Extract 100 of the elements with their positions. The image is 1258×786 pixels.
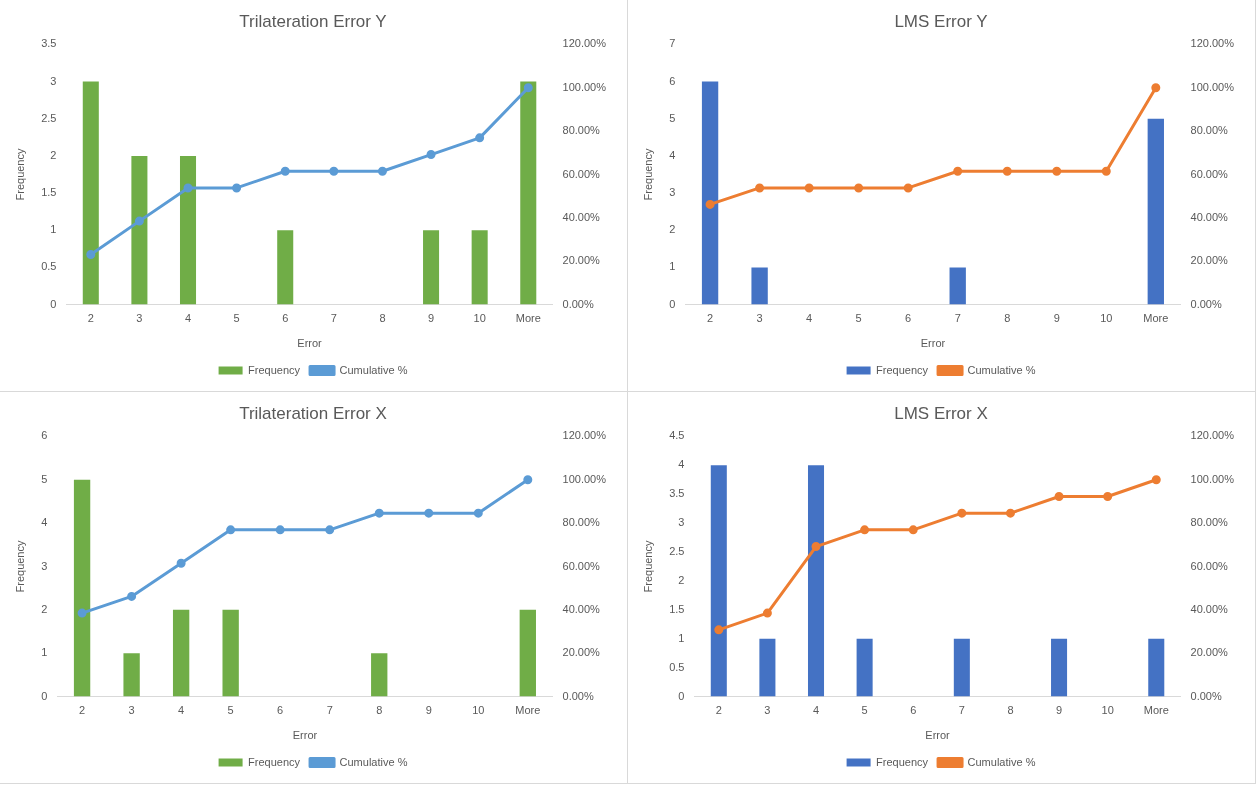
- y2-tick-label: 100.00%: [1190, 80, 1235, 93]
- x-tick-label: 7: [958, 704, 965, 717]
- point: [183, 183, 193, 193]
- x-tick-label: More: [1143, 312, 1169, 325]
- point: [426, 150, 436, 160]
- y2-tick-label: 0.00%: [562, 297, 594, 310]
- y2-tick-label: 60.00%: [562, 559, 601, 572]
- point: [77, 608, 87, 618]
- x-tick-label: 6: [910, 704, 917, 717]
- y-tick-label: 3: [678, 516, 685, 529]
- point: [755, 183, 765, 193]
- chart-title: Trilateration Error Y: [239, 11, 387, 31]
- y-tick-label: 3: [50, 74, 57, 87]
- bar: [423, 230, 440, 305]
- y-tick-label: 2: [41, 602, 48, 615]
- x-axis-title: Error: [925, 729, 951, 742]
- point: [325, 525, 335, 535]
- bar: [751, 267, 768, 305]
- y2-tick-label: 120.00%: [562, 37, 607, 50]
- point: [523, 475, 533, 485]
- x-tick-label: 3: [756, 312, 763, 325]
- y-tick-label: 3.5: [41, 37, 57, 50]
- x-tick-label: 3: [136, 312, 143, 325]
- point: [475, 133, 485, 143]
- x-tick-label: More: [515, 312, 541, 325]
- point: [176, 558, 186, 568]
- x-tick-label: More: [1143, 704, 1169, 717]
- x-tick-label: 7: [954, 312, 961, 325]
- y2-tick-label: 0.00%: [1190, 689, 1222, 702]
- y-axis-title: Frequency: [13, 540, 26, 593]
- legend-label: Frequency: [248, 755, 301, 768]
- legend-label: Cumulative %: [339, 755, 408, 768]
- bar: [131, 155, 148, 305]
- x-tick-label: 7: [330, 312, 337, 325]
- y2-tick-label: 100.00%: [1190, 472, 1235, 485]
- y-tick-label: 3.5: [669, 487, 685, 500]
- legend-label: Frequency: [876, 363, 929, 376]
- y-tick-label: 1.5: [669, 602, 685, 615]
- y-tick-label: 3: [669, 186, 676, 199]
- y2-tick-label: 60.00%: [1190, 167, 1229, 180]
- point: [903, 183, 913, 193]
- point: [424, 508, 434, 518]
- point: [1101, 166, 1111, 176]
- bar: [471, 230, 488, 305]
- y-tick-label: 4: [678, 458, 685, 471]
- point: [134, 216, 144, 226]
- point: [523, 83, 533, 93]
- point: [1052, 166, 1062, 176]
- point: [329, 166, 339, 176]
- y2-tick-label: 60.00%: [562, 167, 601, 180]
- x-tick-label: More: [515, 704, 541, 717]
- y2-tick-label: 60.00%: [1190, 559, 1229, 572]
- point: [1005, 508, 1015, 518]
- y-tick-label: 2.5: [41, 111, 57, 124]
- y-tick-label: 6: [41, 429, 48, 442]
- point: [957, 508, 967, 518]
- y-tick-label: 2: [678, 573, 685, 586]
- x-tick-label: 2: [715, 704, 722, 717]
- legend-label: Frequency: [876, 755, 929, 768]
- x-tick-label: 6: [282, 312, 289, 325]
- bar: [82, 81, 99, 305]
- x-tick-label: 10: [1100, 312, 1113, 325]
- y2-tick-label: 80.00%: [562, 516, 601, 529]
- y2-tick-label: 80.00%: [1190, 516, 1229, 529]
- y-tick-label: 0: [678, 689, 685, 702]
- point: [1002, 166, 1012, 176]
- x-tick-label: 9: [1053, 312, 1060, 325]
- y-axis-title: Frequency: [641, 540, 654, 593]
- y-tick-label: 1: [678, 631, 685, 644]
- y-tick-label: 1: [669, 260, 676, 273]
- point: [804, 183, 814, 193]
- point: [226, 525, 236, 535]
- chart-title: LMS Error Y: [894, 11, 988, 31]
- bar: [179, 155, 197, 305]
- point: [1151, 83, 1161, 93]
- y2-tick-label: 20.00%: [1190, 254, 1229, 267]
- bar: [371, 653, 388, 697]
- point: [1151, 475, 1161, 485]
- y-tick-label: 4.5: [669, 429, 685, 442]
- x-tick-label: 10: [473, 312, 486, 325]
- point: [1054, 491, 1064, 501]
- point: [275, 525, 285, 535]
- y-tick-label: 2: [669, 223, 676, 236]
- point: [280, 166, 290, 176]
- x-tick-label: 7: [326, 704, 333, 717]
- point: [854, 183, 864, 193]
- x-axis-title: Error: [292, 729, 318, 742]
- chart-title: Trilateration Error X: [239, 403, 387, 423]
- x-tick-label: 2: [707, 312, 714, 325]
- y2-tick-label: 100.00%: [562, 80, 607, 93]
- y2-tick-label: 40.00%: [562, 602, 601, 615]
- y-tick-label: 4: [669, 148, 676, 161]
- legend-label: Cumulative %: [967, 363, 1036, 376]
- x-tick-label: 4: [812, 704, 820, 717]
- y2-tick-label: 20.00%: [562, 254, 601, 267]
- y-tick-label: 0.5: [669, 660, 685, 673]
- legend-label: Frequency: [248, 363, 301, 376]
- y-tick-label: 1: [50, 223, 57, 236]
- y-tick-label: 0: [669, 297, 676, 310]
- y-tick-label: 0: [50, 297, 57, 310]
